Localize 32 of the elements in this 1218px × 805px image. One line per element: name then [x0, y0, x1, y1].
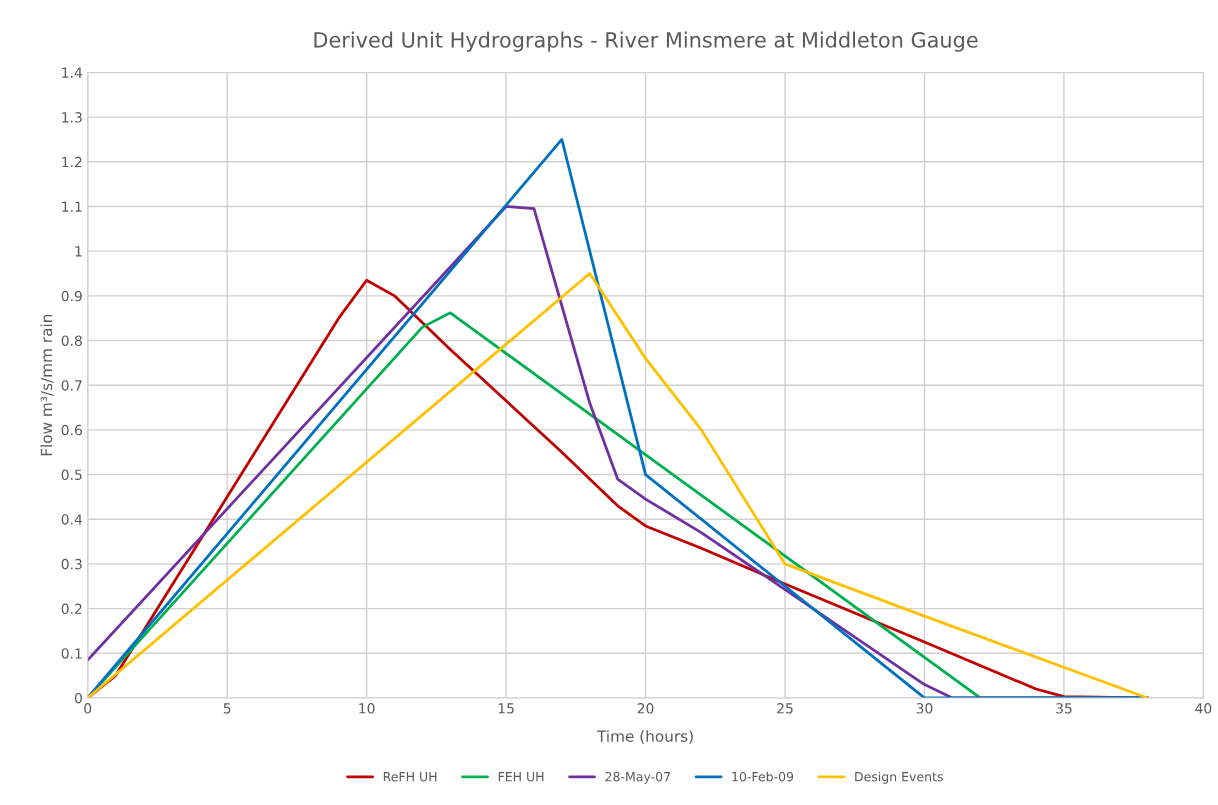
legend-label: 28-May-07: [605, 771, 670, 784]
y-tick-label: 1: [75, 246, 82, 257]
y-tick-label: 0.4: [61, 514, 83, 525]
x-tick-label: 0: [84, 703, 92, 714]
x-axis-title: Time (hours): [596, 730, 693, 744]
y-tick-label: 1.4: [62, 67, 83, 78]
y-tick-label: 1.2: [62, 156, 82, 168]
x-tick-label: 15: [498, 703, 514, 714]
x-tick-label: 25: [777, 703, 793, 714]
y-tick-label: 0.5: [61, 469, 82, 481]
y-tick-label: 0.1: [61, 648, 82, 659]
x-tick-label: 30: [916, 703, 933, 714]
legend-label: FEH UH: [498, 772, 544, 782]
x-tick-label: 35: [1056, 703, 1072, 714]
x-tick-label: 20: [637, 703, 654, 714]
x-tick-label: 40: [1195, 703, 1212, 714]
legend-label: Design Events: [855, 771, 943, 784]
y-tick-label: 0.7: [61, 380, 82, 391]
y-tick-label: 0.2: [61, 603, 82, 615]
y-tick-label: 0.3: [61, 558, 82, 570]
x-tick-label: 10: [359, 703, 375, 714]
y-tick-label: 1.3: [62, 112, 82, 123]
y-tick-label: 1.1: [62, 201, 82, 212]
x-tick-label: 5: [223, 703, 231, 714]
y-tick-label: 0: [74, 692, 82, 704]
chart-title: Derived Unit Hydrographs - River Minsmere at Middleton Gauge: [314, 31, 978, 52]
y-axis-title: Flow m³/s/mm rain: [40, 314, 54, 456]
y-tick-label: 0.8: [61, 335, 82, 346]
legend-label: 10-Feb-09: [732, 771, 794, 782]
y-tick-label: 0.6: [61, 424, 82, 436]
legend-label: ReFH UH: [383, 772, 437, 782]
y-tick-label: 0.9: [61, 290, 82, 302]
